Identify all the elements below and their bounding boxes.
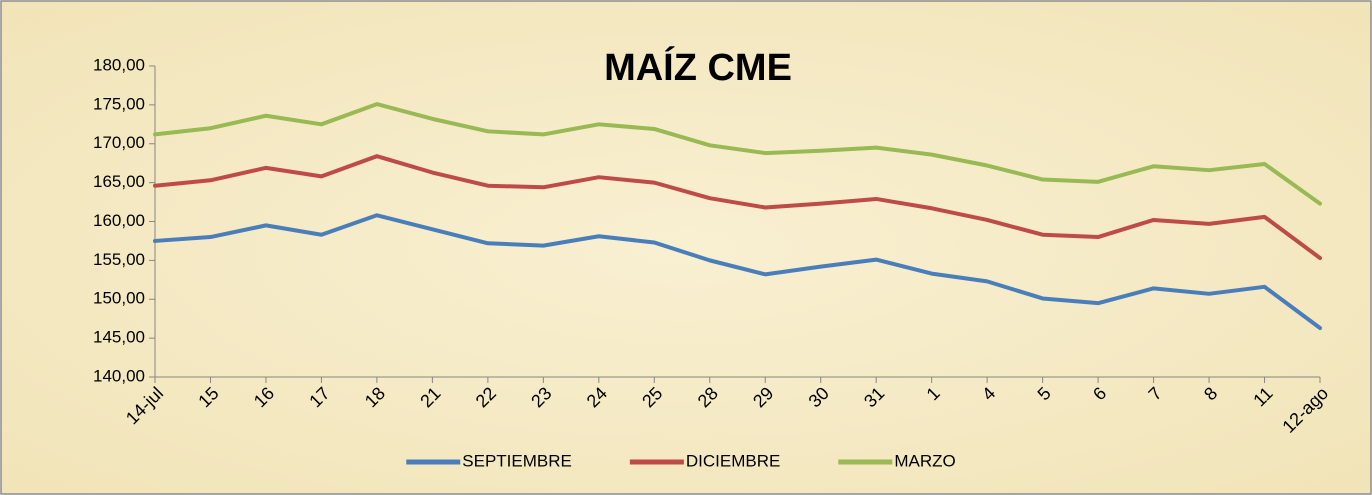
y-tick-label: 160,00 xyxy=(93,211,145,230)
y-tick-label: 165,00 xyxy=(93,172,145,191)
y-tick-label: 170,00 xyxy=(93,133,145,152)
legend-label: MARZO xyxy=(894,451,955,470)
legend: SEPTIEMBRE DICIEMBRE MARZO xyxy=(406,451,956,470)
y-tick-label: 150,00 xyxy=(93,289,145,308)
series-line xyxy=(153,102,1322,206)
series-line xyxy=(153,213,1322,331)
y-tick-label: 175,00 xyxy=(93,94,145,113)
legend-label: SEPTIEMBRE xyxy=(462,451,572,470)
series-line xyxy=(153,154,1322,261)
y-tick-label: 140,00 xyxy=(93,366,145,385)
chart-title: MAÍZ CME xyxy=(604,45,792,89)
y-tick-label: 155,00 xyxy=(93,250,145,269)
y-tick-label: 145,00 xyxy=(93,328,145,347)
y-tick-label: 180,00 xyxy=(93,55,145,74)
legend-label: DICIEMBRE xyxy=(686,451,780,470)
